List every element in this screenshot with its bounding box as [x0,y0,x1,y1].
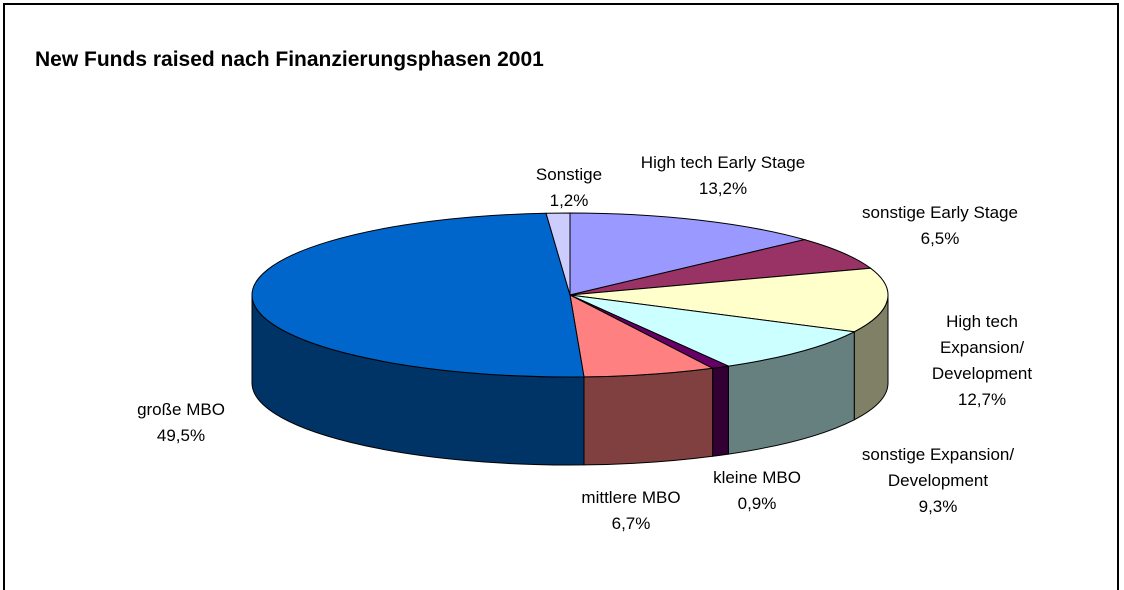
value-label: 12,7% [957,390,1007,409]
slice-label: Sonstige 1,2% [536,162,602,214]
slice-side [583,367,714,466]
category-label: Sonstige [535,165,603,184]
category-label: sonstige Expansion/ Development [861,445,1015,490]
category-label: High tech Expansion/ Development [931,312,1033,383]
slice-label: sonstige Expansion/ Development 9,3% [862,442,1014,520]
chart-title: New Funds raised nach Finanzierungsphase… [35,48,544,71]
slice-label: mittlere MBO 6,7% [581,485,680,537]
slice [569,239,872,296]
value-label: 6,5% [920,229,960,248]
value-label: 0,9% [737,494,777,513]
category-label: sonstige Early Stage [862,203,1018,222]
value-label: 1,2% [549,191,589,210]
category-label: kleine MBO [713,468,801,487]
value-label: 49,5% [156,426,206,445]
frame [3,3,1119,590]
slice [569,267,889,333]
slice-label: sonstige Early Stage 6,5% [862,200,1018,252]
value-label: 6,7% [611,514,651,533]
slice-label: High tech Expansion/ Development 12,7% [911,309,1053,413]
category-label: große MBO [137,400,225,419]
slice-label: kleine MBO 0,9% [713,465,801,517]
slice-side [712,365,729,457]
value-label: 13,2% [698,179,748,198]
value-label: 9,3% [918,497,958,516]
slice [545,212,571,296]
slice [569,212,807,296]
slice [569,294,715,378]
slice-label: große MBO 49,5% [137,397,225,449]
category-label: High tech Early Stage [640,153,806,172]
slice [251,212,585,378]
slice-label: High tech Early Stage 13,2% [641,150,805,202]
category-label: mittlere MBO [581,488,681,507]
slice [569,294,856,367]
